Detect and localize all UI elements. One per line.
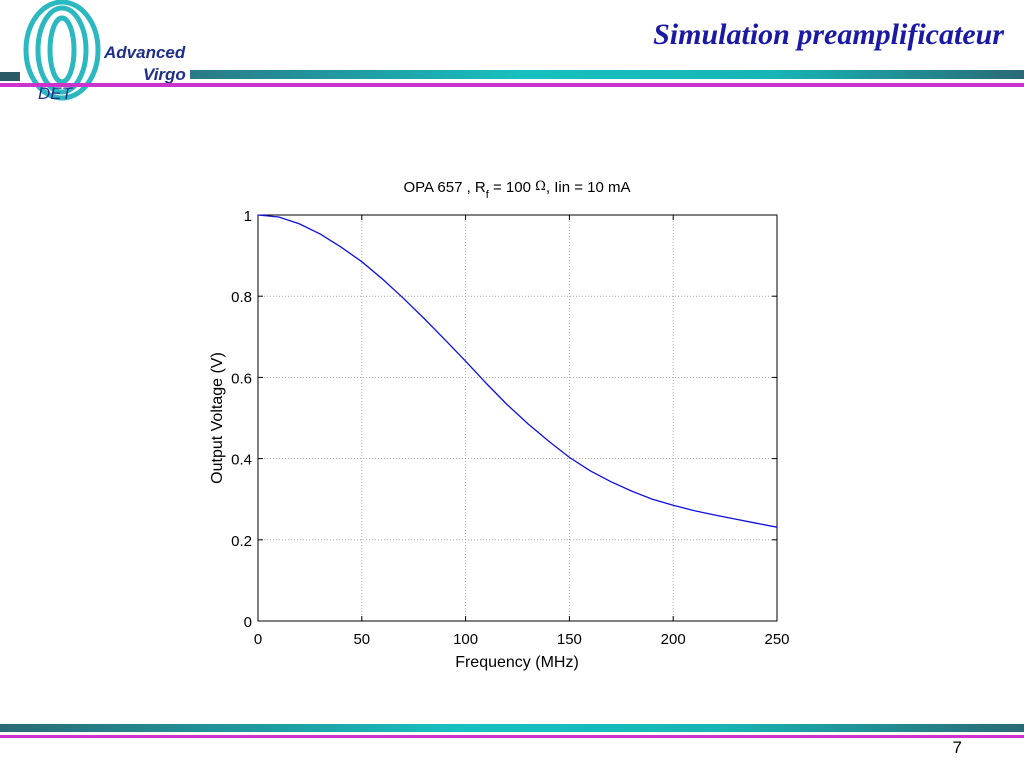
axis-ticks: 0 50 100 150 200 250 0 0.2 0.4 0.6 0.8 1	[231, 208, 789, 648]
slide-title: Simulation preamplificateur	[653, 18, 1004, 51]
advanced-virgo-logo: Advanced Virgo DET	[23, 0, 186, 103]
chart-title-sub: f	[486, 189, 490, 201]
y-tick-label: 0	[244, 614, 252, 631]
header-bar-magenta	[0, 83, 1024, 87]
footer-bar-magenta	[0, 735, 1024, 738]
chart-title-omega: Ω	[535, 179, 546, 194]
x-axis-label: Frequency (MHz)	[455, 654, 579, 671]
page-number: 7	[952, 738, 962, 757]
y-tick-label: 0.8	[231, 289, 252, 306]
y-tick-label: 0.6	[231, 370, 252, 387]
chart-title-tail: , Iin = 10 mA	[546, 179, 631, 196]
logo-line1: Advanced	[103, 43, 186, 62]
header-bar-teal	[190, 70, 1024, 79]
x-tick-label: 100	[453, 631, 478, 648]
x-tick-label: 250	[764, 631, 789, 648]
grid	[258, 215, 777, 621]
logo-tag: DET	[38, 84, 74, 103]
output-voltage-curve	[257, 214, 778, 528]
footer-bar-teal	[0, 724, 1024, 732]
chart-title-rest: = 100	[489, 179, 535, 196]
x-tick-label: 200	[661, 631, 686, 648]
header-bar-left-dark	[0, 72, 20, 81]
y-axis-label: Output Voltage (V)	[209, 352, 226, 484]
x-tick-label: 150	[557, 631, 582, 648]
logo-rings-icon	[23, 0, 101, 101]
y-tick-label: 0.2	[231, 533, 252, 550]
y-tick-label: 1	[244, 208, 252, 225]
chart-title: OPA 657 , Rf = 100 Ω, Iin = 10 mA	[403, 179, 630, 201]
logo-line2: Virgo	[143, 65, 186, 84]
plot-area	[257, 214, 778, 622]
x-tick-label: 50	[353, 631, 370, 648]
x-tick-label: 0	[254, 631, 262, 648]
chart-title-main: OPA 657 , R	[403, 179, 485, 196]
y-tick-label: 0.4	[231, 452, 252, 469]
